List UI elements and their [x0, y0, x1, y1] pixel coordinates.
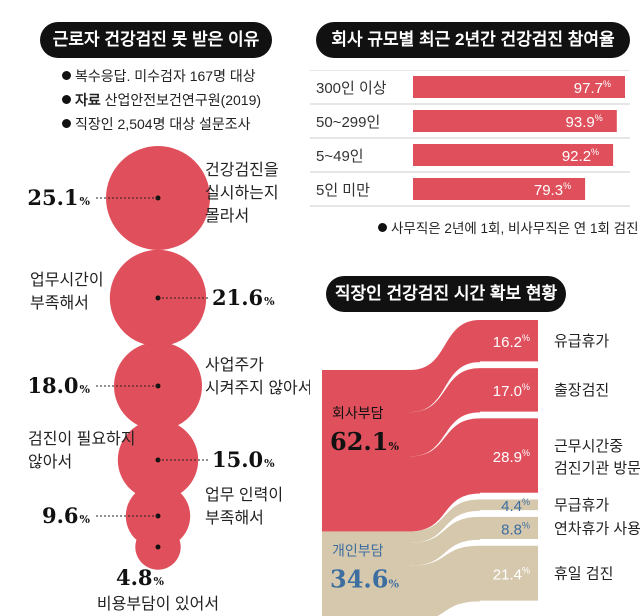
sankey-target-label: 유급휴가 [554, 333, 609, 350]
right-top-chart-title: 회사 규모별 최근 2년간 건강검진 참여율 [316, 22, 630, 58]
bubble-value-label: 21.6% [212, 285, 275, 310]
bubble-value-label: 18.0% [27, 373, 90, 398]
sankey-flow-1 [410, 368, 480, 457]
sankey-target-label: 무급휴가 [554, 497, 609, 514]
sankey-target-5 [480, 545, 538, 602]
bubble-value-label: 25.1% [27, 185, 90, 210]
sankey-target-0 [480, 320, 538, 363]
note-2: 자료 산업안전보건연구원(2019) [62, 90, 261, 110]
bubble-chart: 25.1% 건강검진을 실시하는지 몰라서 21.6% 업무시간이 부족해서 18.0% 사업주… [27, 146, 310, 613]
bubble-category-label: 건강검진을 실시하는지 몰라서 [205, 161, 279, 225]
sankey-source-label: 회사부담 [332, 405, 384, 421]
sankey-target-value: 17.0% [493, 382, 530, 400]
sankey-flow-3 [410, 499, 480, 543]
bubble-category-label: 사업주가 시켜주지 않아서 [205, 356, 310, 397]
sankey-target-value: 8.8% [501, 520, 530, 538]
sankey-flow-0 [410, 320, 480, 413]
bubble-value-label: 4.8% [116, 565, 165, 590]
bar-value-label: 92.2% [562, 147, 599, 165]
bubble-category-label: 업무시간이 부족해서 [30, 271, 104, 312]
bubble-category-label: 비용부담이 있어서 [97, 595, 219, 613]
bubble-category-label: 업무 인력이 부족해서 [205, 486, 283, 527]
sankey-flow-4 [410, 516, 480, 566]
bar-3 [413, 178, 586, 200]
bar-category-label: 5인 미만 [316, 182, 370, 199]
sankey-target-2 [480, 418, 538, 494]
sankey-target-label: 출장검진 [554, 382, 609, 399]
sankey-flow-2 [410, 418, 480, 532]
sankey-target-label: 휴일 검진 [554, 566, 613, 583]
bar-chart: 300인 이상 97.7% 50~299인 93.9% 5~49인 92.2% 5인 미만 7… [310, 70, 630, 207]
bullet-icon [62, 119, 71, 128]
bar-category-label: 300인 이상 [316, 80, 387, 97]
left-chart-title: 근로자 건강검진 못 받은 이유 [40, 22, 272, 58]
bullet-icon [378, 223, 387, 232]
sankey-chart: 16.2% 유급휴가 17.0% 출장검진 28.9% 근무시간중 검진기관 방문 4.4% 무… [322, 320, 640, 616]
bar-2 [413, 144, 614, 166]
sankey-target-value: 28.9% [493, 448, 530, 466]
sankey-source-label: 개인부담 [332, 542, 384, 558]
note-3: 직장인 2,504명 대상 설문조사 [62, 114, 251, 134]
note-1: 복수응답. 미수검자 167명 대상 [62, 66, 256, 86]
bar-category-label: 5~49인 [316, 148, 364, 165]
bubble-center-dot [155, 544, 161, 550]
sankey-source-personal [322, 531, 410, 616]
sankey-source-value: 62.1% [330, 427, 399, 456]
sankey-flow-5 [410, 545, 480, 616]
bubble-category-label: 검진이 필요하지 않아서 [28, 430, 136, 471]
bubble-value-label: 9.6% [42, 503, 91, 528]
sankey-target-label: 연차휴가 사용 [554, 520, 640, 537]
bar-value-label: 97.7% [574, 79, 611, 97]
bullet-icon [62, 71, 71, 80]
bubble-value-label: 15.0% [212, 447, 275, 472]
sankey-target-value: 21.4% [493, 566, 530, 584]
sankey-target-value: 16.2% [493, 333, 530, 351]
right-bottom-chart-title: 직장인 건강검진 시간 확보 현황 [326, 276, 566, 312]
sankey-target-3 [480, 499, 538, 511]
bar-1 [413, 110, 617, 132]
bar-chart-footnote: 사무직은 2년에 1회, 비사무직은 연 1회 검진 [378, 217, 639, 237]
bar-category-label: 50~299인 [316, 114, 380, 131]
sankey-target-value: 4.4% [501, 497, 530, 515]
bullet-icon [62, 95, 71, 104]
sankey-target-4 [480, 516, 538, 540]
bar-value-label: 79.3% [534, 181, 571, 199]
bar-value-label: 93.9% [566, 113, 603, 131]
bar-0 [413, 76, 625, 98]
sankey-source-value: 34.6% [330, 564, 399, 593]
sankey-source-company [322, 370, 410, 532]
sankey-target-1 [480, 368, 538, 413]
sankey-target-label: 근무시간중 검진기관 방문 [554, 438, 640, 477]
